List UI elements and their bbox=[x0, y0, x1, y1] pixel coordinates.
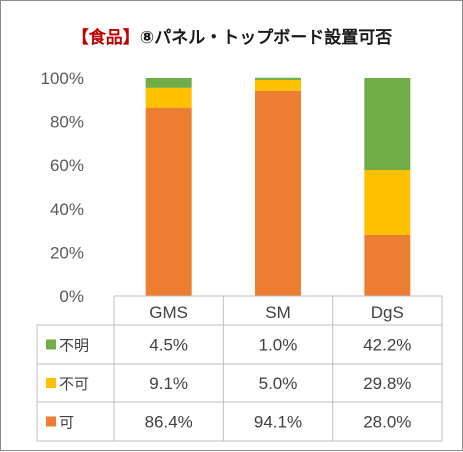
y-axis: 0% 20% 40% 60% 80% 100% bbox=[41, 69, 84, 306]
data-table-cell: 42.2% bbox=[363, 336, 411, 355]
bar-segment bbox=[364, 169, 411, 235]
x-category-label: GMS bbox=[149, 303, 188, 322]
bar-segment bbox=[145, 87, 192, 108]
legend-swatch bbox=[46, 339, 56, 350]
legend-label: 不可 bbox=[59, 375, 89, 393]
legend-label: 不明 bbox=[59, 337, 89, 355]
y-tick-label: 80% bbox=[50, 113, 84, 132]
data-table-cell: 94.1% bbox=[254, 413, 302, 432]
y-tick-label: 20% bbox=[50, 243, 84, 262]
bar-segment bbox=[364, 78, 411, 170]
data-table-cell: 9.1% bbox=[149, 374, 188, 393]
data-table: GMS SM DgS 不明 4.5% 1.0% 42.2% 不可 9.1% 5.0% 29.8% 可 8… bbox=[36, 295, 443, 442]
bar-segment bbox=[255, 79, 301, 91]
data-table-cell: 5.0% bbox=[259, 374, 298, 393]
bar-segment bbox=[145, 107, 192, 296]
y-tick-label: 100% bbox=[41, 69, 84, 88]
data-table-cell: 28.0% bbox=[363, 413, 411, 432]
chart-title-bracket: 【食品】 bbox=[72, 27, 140, 48]
legend-swatch bbox=[46, 416, 56, 427]
bar-area bbox=[145, 77, 411, 296]
chart-title-main: ⑧パネル・トップボード設置可否 bbox=[140, 27, 392, 48]
y-tick-label: 0% bbox=[59, 287, 84, 306]
y-tick-label: 60% bbox=[50, 156, 84, 175]
x-category-label: DgS bbox=[371, 303, 404, 322]
data-table-cell: 1.0% bbox=[259, 336, 298, 355]
legend-label: 可 bbox=[59, 414, 74, 432]
data-table-cell: 4.5% bbox=[149, 336, 188, 355]
data-table-cell: 86.4% bbox=[145, 413, 193, 432]
x-category-label: SM bbox=[265, 303, 291, 322]
bar-segment bbox=[145, 78, 192, 88]
bar-segment bbox=[255, 90, 301, 296]
chart-title: 【食品】⑧パネル・トップボード設置可否 bbox=[72, 27, 392, 48]
y-tick-label: 40% bbox=[50, 200, 84, 219]
data-table-cell: 29.8% bbox=[363, 374, 411, 393]
bar-segment bbox=[255, 77, 301, 80]
legend-swatch bbox=[46, 378, 56, 388]
bar-segment bbox=[364, 234, 411, 296]
